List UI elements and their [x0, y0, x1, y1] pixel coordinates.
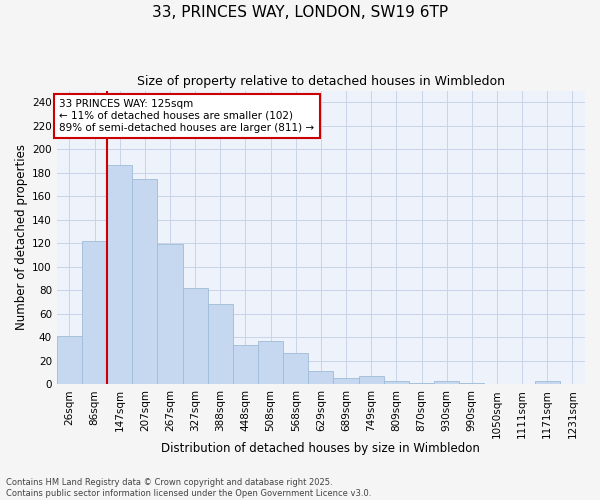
- Bar: [459, 383, 484, 384]
- Text: 33 PRINCES WAY: 125sqm
← 11% of detached houses are smaller (102)
89% of semi-de: 33 PRINCES WAY: 125sqm ← 11% of detached…: [59, 100, 314, 132]
- Y-axis label: Number of detached properties: Number of detached properties: [15, 144, 28, 330]
- Bar: [434, 380, 459, 384]
- Bar: [157, 244, 182, 384]
- Bar: [384, 380, 409, 384]
- Bar: [208, 304, 233, 384]
- X-axis label: Distribution of detached houses by size in Wimbledon: Distribution of detached houses by size …: [161, 442, 481, 455]
- Bar: [283, 352, 308, 384]
- Bar: [409, 383, 434, 384]
- Text: Contains HM Land Registry data © Crown copyright and database right 2025.
Contai: Contains HM Land Registry data © Crown c…: [6, 478, 371, 498]
- Bar: [132, 178, 157, 384]
- Bar: [258, 341, 283, 384]
- Bar: [57, 336, 82, 384]
- Text: 33, PRINCES WAY, LONDON, SW19 6TP: 33, PRINCES WAY, LONDON, SW19 6TP: [152, 5, 448, 20]
- Bar: [182, 288, 208, 384]
- Bar: [82, 241, 107, 384]
- Bar: [334, 378, 359, 384]
- Bar: [359, 376, 384, 384]
- Bar: [308, 372, 334, 384]
- Bar: [233, 346, 258, 384]
- Bar: [535, 380, 560, 384]
- Bar: [107, 164, 132, 384]
- Title: Size of property relative to detached houses in Wimbledon: Size of property relative to detached ho…: [137, 75, 505, 88]
